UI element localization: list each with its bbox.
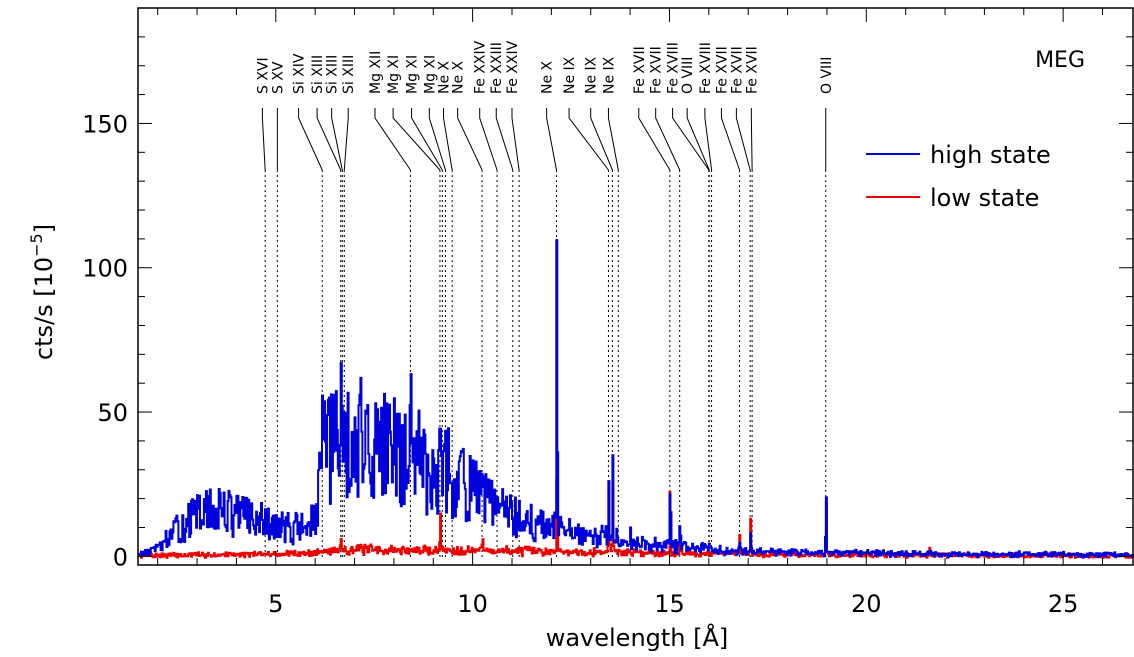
line-id-label-24: Fe XVII xyxy=(714,46,730,94)
line-id-label-0: S XVI xyxy=(255,57,271,94)
low-state-line xyxy=(138,477,1134,559)
line-id-leader-8 xyxy=(411,108,443,171)
svg-text:cts/s [10−5]: cts/s [10−5] xyxy=(27,224,58,360)
line-id-leader-14 xyxy=(511,108,520,171)
line-id-label-18: Ne IX xyxy=(601,56,617,94)
line-id-label-12: Fe XXIV xyxy=(473,40,489,94)
line-id-label-3: Si XIII xyxy=(310,55,326,94)
line-id-label-11: Ne X xyxy=(451,60,467,94)
line-id-label-23: Fe XVIII xyxy=(698,42,714,94)
legend-high-state-label: high state xyxy=(930,141,1051,169)
x-tick-label: 25 xyxy=(1048,590,1079,618)
line-id-leader-7 xyxy=(392,108,441,171)
line-id-label-7: Mg XI xyxy=(386,55,402,94)
line-id-label-26: Fe XVII xyxy=(744,46,760,94)
line-id-leader-18 xyxy=(607,108,619,171)
line-id-label-6: Mg XII xyxy=(368,51,384,94)
line-id-label-4: Si XIII xyxy=(325,55,341,94)
line-id-leader-16 xyxy=(568,108,609,171)
line-id-label-16: Ne IX xyxy=(562,56,578,94)
axes: 5 10 15 20 25 0 50 100 150 xyxy=(82,7,1134,618)
line-id-leader-15 xyxy=(546,108,557,171)
x-tick-label: 20 xyxy=(851,590,882,618)
line-id-leader-13 xyxy=(495,108,514,171)
line-id-leader-19 xyxy=(638,108,671,171)
line-id-label-9: Mg XI xyxy=(422,55,438,94)
y-tick-label: 100 xyxy=(82,255,128,283)
line-id-label-2: Si XIV xyxy=(292,53,308,94)
line-id-label-1: S XV xyxy=(270,61,286,94)
line-id-leader-17 xyxy=(590,108,613,171)
high-state-series xyxy=(138,239,1134,559)
panel-label: MEG xyxy=(1035,48,1085,73)
line-id-leader-22 xyxy=(686,108,710,171)
line-id-leader-24 xyxy=(720,108,741,171)
y-tick-label: 50 xyxy=(97,399,128,427)
line-id-leader-23 xyxy=(704,108,713,171)
plot-frame xyxy=(137,7,1134,566)
line-id-leader-21 xyxy=(672,108,710,171)
line-id-leader-2 xyxy=(298,108,323,171)
x-tick-label: 5 xyxy=(268,590,283,618)
y-tick-label: 0 xyxy=(113,543,128,571)
line-id-leader-20 xyxy=(655,108,681,171)
line-id-leader-4 xyxy=(331,108,343,171)
y-axis-title-main: cts/s [10 xyxy=(30,257,58,360)
high-state-line xyxy=(138,239,1134,559)
line-id-leader-0 xyxy=(261,108,266,171)
line-id-leader-11 xyxy=(457,108,483,171)
line-id-label-5: Si XIII xyxy=(341,55,357,94)
y-axis-title-close: ] xyxy=(30,224,58,233)
line-id-label-22: O VIII xyxy=(680,57,696,94)
y-axis-title: cts/s [10−5] xyxy=(27,224,58,360)
line-id-label-8: Mg XI xyxy=(405,55,421,94)
line-id-label-17: Ne IX xyxy=(584,56,600,94)
line-id-label-19: Fe XVII xyxy=(632,46,648,94)
line-id-leader-9 xyxy=(428,108,446,171)
y-tick-label: 150 xyxy=(82,110,128,138)
line-id-label-27: O VIII xyxy=(819,57,835,94)
line-id-leader-5 xyxy=(343,108,349,171)
line-id-leader-26 xyxy=(750,108,753,171)
line-id-label-14: Fe XXIV xyxy=(505,40,521,94)
legend-low-state-label: low state xyxy=(930,184,1039,212)
line-id-label-21: Fe XVIII xyxy=(666,42,682,94)
line-id-leader-6 xyxy=(374,108,411,171)
line-id-label-13: Fe XXIII xyxy=(489,42,505,94)
low-state-series xyxy=(138,477,1134,559)
line-id-label-15: Ne X xyxy=(540,60,556,94)
line-id-label-10: Ne X xyxy=(436,60,452,94)
line-id-leader-10 xyxy=(442,108,453,171)
line-id-leader-25 xyxy=(735,108,751,171)
line-id-label-25: Fe XVII xyxy=(729,46,745,94)
x-tick-label: 10 xyxy=(457,590,488,618)
line-id-leader-12 xyxy=(479,108,498,171)
x-axis-title: wavelength [Å] xyxy=(546,623,729,652)
line-id-leader-3 xyxy=(316,108,342,171)
x-tick-label: 15 xyxy=(654,590,685,618)
y-axis-title-exponent: −5 xyxy=(27,233,46,257)
line-id-label-20: Fe XVII xyxy=(649,46,665,94)
legend: high state low state xyxy=(866,141,1051,212)
